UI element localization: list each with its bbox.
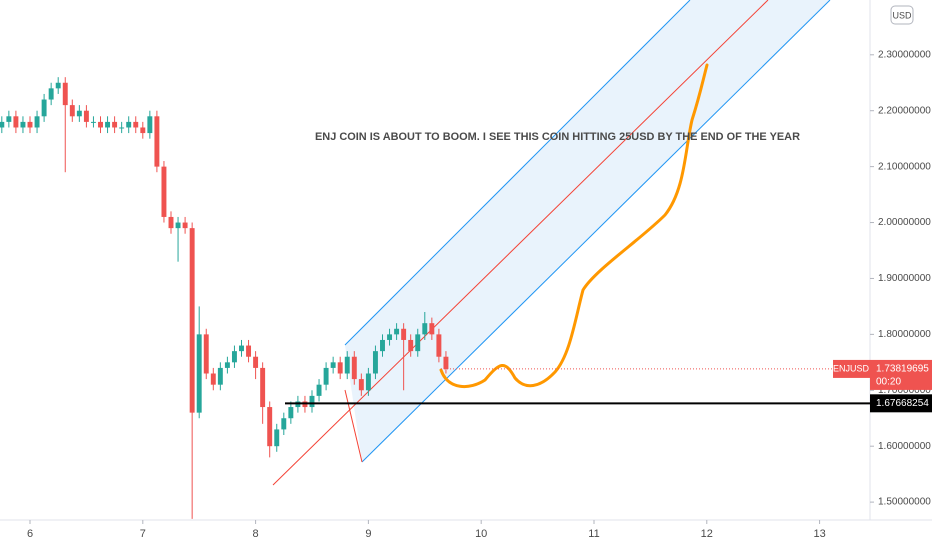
level-label: 1.67668254: [876, 398, 929, 409]
candle-body: [55, 82, 61, 89]
candle-body: [316, 384, 322, 396]
candle-body: [372, 351, 378, 374]
candle-body: [34, 116, 40, 128]
candle-body: [48, 88, 54, 100]
candle-body: [140, 127, 146, 134]
price-tag: [870, 359, 932, 390]
candle-body: [76, 110, 82, 117]
candle-body: [380, 339, 385, 352]
candle-body: [358, 379, 364, 391]
price-label: 1.73819695: [876, 364, 929, 375]
candle-body: [344, 356, 350, 374]
pitchfork-handle: [344, 389, 363, 463]
candle-body: [126, 121, 132, 128]
candle-body: [443, 356, 449, 370]
candle-body: [239, 345, 244, 352]
candle-body: [90, 121, 96, 123]
candle-body: [387, 334, 393, 340]
candle-body: [231, 351, 237, 363]
candle-body: [69, 105, 75, 117]
candle-body: [0, 121, 5, 128]
candle-body: [246, 345, 252, 357]
candle-body: [154, 116, 160, 167]
y-tick-label: 1.50000000: [878, 497, 931, 508]
x-tick-label: 7: [140, 528, 146, 540]
x-tick-label: 13: [813, 528, 825, 540]
candle-body: [337, 362, 343, 374]
candle-body: [253, 356, 259, 368]
y-tick-label: 1.80000000: [878, 329, 931, 340]
channel-lower: [361, 0, 831, 463]
candle-body: [351, 356, 357, 380]
candle-body: [133, 121, 139, 128]
projection-curve: [439, 63, 709, 389]
candle-body: [196, 334, 202, 413]
annotation: ENJ COIN IS ABOUT TO BOOM. I SEE THIS CO…: [315, 131, 800, 143]
x-tick-label: 12: [701, 528, 713, 540]
candle-body: [422, 323, 428, 335]
currency-label: USD: [892, 10, 912, 20]
candle-body: [365, 373, 371, 391]
candle-body: [147, 116, 153, 134]
candle-body: [401, 328, 407, 340]
candle-body: [41, 99, 47, 117]
candle-body: [224, 362, 230, 368]
candle-body: [429, 323, 435, 335]
y-tick-label: 2.20000000: [878, 105, 931, 116]
y-tick-label: 1.60000000: [878, 441, 931, 452]
symbol-label: ENJUSD: [833, 363, 870, 373]
x-tick-label: 9: [365, 528, 371, 540]
candle-body: [436, 334, 442, 357]
candle-body: [6, 116, 12, 122]
channel-upper: [344, 0, 691, 346]
candle-body: [210, 373, 216, 385]
candle-body: [309, 395, 315, 408]
y-tick-label: 2.10000000: [878, 161, 931, 172]
candle-body: [13, 116, 19, 128]
candle-body: [267, 407, 273, 447]
candle-body: [27, 121, 33, 128]
candle-body: [415, 334, 421, 352]
candle-body: [105, 121, 111, 128]
x-tick-label: 8: [253, 528, 259, 540]
y-tick-label: 2.00000000: [878, 217, 931, 228]
x-tick-label: 11: [588, 528, 599, 540]
candle-body: [168, 216, 174, 229]
candle-body: [288, 407, 294, 419]
candle-body: [182, 222, 188, 229]
x-tick-label: 10: [475, 528, 487, 540]
candle-body: [98, 121, 103, 128]
candle-body: [323, 367, 329, 385]
candle-body: [20, 121, 26, 128]
candle-body: [330, 362, 336, 368]
symbol-tag: [833, 359, 870, 378]
candle-body: [112, 121, 118, 128]
y-tick-label: 1.90000000: [878, 273, 931, 284]
candle-body: [260, 367, 266, 408]
x-tick-label: 6: [27, 528, 33, 540]
y-tick-label: 1.70000000: [878, 385, 931, 396]
candle-body: [62, 82, 68, 106]
candle-body: [175, 222, 181, 229]
candle-body: [83, 110, 89, 122]
candle-body: [119, 127, 125, 129]
candle-body: [408, 339, 414, 352]
candle-body: [203, 334, 209, 374]
candle-body: [274, 429, 280, 447]
y-tick-label: 2.30000000: [878, 49, 931, 60]
currency-badge[interactable]: [890, 5, 914, 25]
candle-body: [217, 367, 223, 385]
candle-body: [189, 228, 195, 413]
level-tag: [870, 394, 932, 413]
candle-body: [281, 418, 287, 430]
countdown-label: 00:20: [876, 377, 901, 388]
channel-fill: [345, 0, 830, 462]
candle-body: [161, 166, 167, 217]
candle-body: [394, 328, 400, 335]
